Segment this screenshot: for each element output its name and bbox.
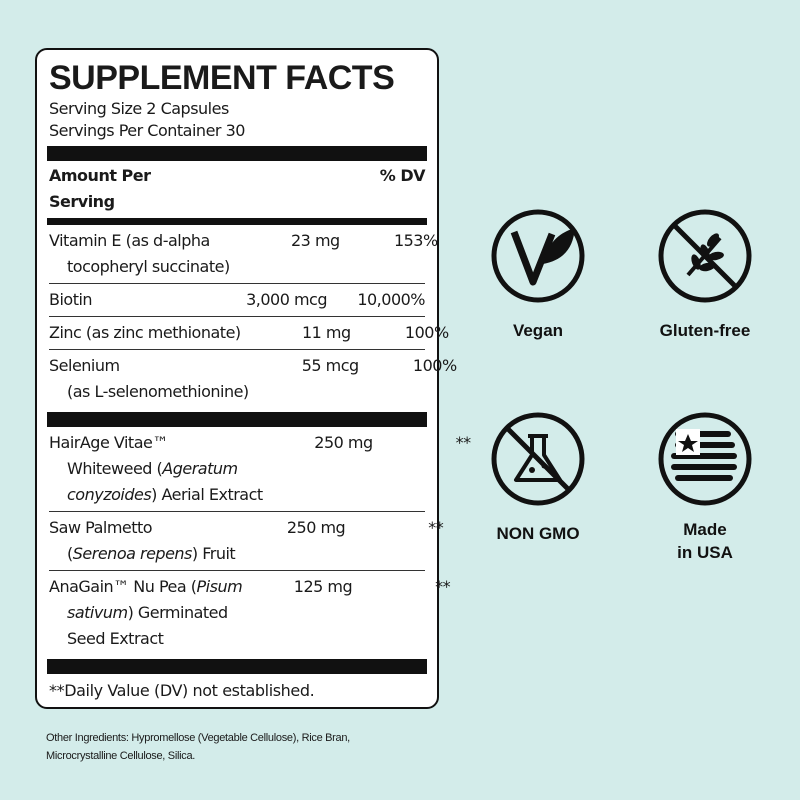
nutrient-row: HairAge Vitae™ Whiteweed (Ageratum conyzoi…	[49, 427, 471, 511]
amount: 11 mg	[301, 323, 351, 342]
non-gmo-icon	[491, 412, 585, 506]
daily-value: **	[428, 518, 444, 537]
daily-value: **	[455, 433, 472, 452]
title: SUPPLEMENT FACTS	[49, 59, 395, 97]
name-text: Saw Palmetto	[49, 518, 153, 537]
amount: 55 mcg	[301, 356, 359, 375]
name-line: Selenium	[49, 353, 249, 379]
serving-size: Serving Size 2 Capsules	[49, 99, 229, 118]
name-line: AnaGain™ Nu Pea (Pisum	[49, 574, 243, 600]
amount: 3,000 mcg	[246, 290, 327, 309]
name-text: Zinc (as zinc methionate)	[49, 323, 241, 342]
name-text: ) Fruit	[191, 544, 236, 563]
ingredients-line: Other Ingredients: Hypromellose (Vegetab…	[46, 732, 350, 744]
name-text: tocopheryl succinate)	[67, 257, 230, 276]
nutrient-row: Zinc (as zinc methionate) 11 mg 100%	[49, 316, 449, 349]
daily-value: 10,000%	[357, 290, 425, 309]
supplement-facts-panel: SUPPLEMENT FACTS Serving Size 2 Capsules…	[35, 48, 471, 709]
nutrient-groups: Vitamin E (as d-alpha tocopheryl succinat…	[47, 225, 471, 655]
vegan-icon	[491, 209, 585, 303]
name-line: HairAge Vitae™	[49, 430, 263, 456]
badge-label: Vegan	[513, 321, 563, 340]
name-text: ) Aerial Extract	[151, 485, 263, 504]
amount: 125 mg	[293, 577, 353, 596]
gluten-free-icon	[658, 209, 752, 303]
header-row: Amount Per Serving % DV	[49, 161, 426, 218]
nutrient-name: AnaGain™ Nu Pea (Pisum sativum) Germinate…	[49, 574, 243, 652]
nutrient-row: Selenium (as L-selenomethionine) 55 mcg 100…	[49, 349, 457, 408]
name-italic: conyzoides	[67, 485, 152, 504]
name-text: ) Germinated	[127, 603, 229, 622]
header-dv: % DV	[379, 166, 426, 185]
nutrient-name: HairAge Vitae™ Whiteweed (Ageratum conyzoi…	[49, 430, 263, 508]
divider	[47, 218, 427, 225]
name-line: Saw Palmetto	[49, 515, 235, 541]
name-line: conyzoides) Aerial Extract	[49, 482, 263, 508]
badge-label: in USA	[677, 543, 733, 562]
amount: 250 mg	[314, 433, 373, 452]
name-text: Vitamin E (as d-alpha	[49, 231, 210, 250]
header-amount: Amount Per Serving	[49, 166, 151, 211]
name-text: (as L-selenomethionine)	[67, 382, 249, 401]
footnote: **Daily Value (DV) not established.	[49, 681, 315, 700]
nutrient-name: Zinc (as zinc methionate)	[49, 320, 241, 346]
name-line: tocopheryl succinate)	[49, 254, 230, 280]
name-text: Selenium	[49, 356, 120, 375]
name-line: (Serenoa repens) Fruit	[49, 541, 236, 567]
name-italic: sativum	[67, 603, 128, 622]
amount: 250 mg	[286, 518, 346, 537]
usa-icon	[658, 412, 752, 506]
badge-label: NON GMO	[496, 524, 579, 543]
name-line: Whiteweed (Ageratum	[49, 456, 263, 482]
badge-label: Made	[683, 520, 726, 539]
nutrient-name: Vitamin E (as d-alpha tocopheryl succinat…	[49, 228, 230, 280]
divider	[47, 146, 427, 161]
name-line: (as L-selenomethionine)	[49, 379, 249, 405]
daily-value: **	[435, 577, 451, 596]
name-text: Biotin	[49, 290, 93, 309]
name-line: sativum) Germinated	[49, 600, 242, 626]
name-text: Seed Extract	[67, 629, 164, 648]
name-text: (	[67, 544, 73, 563]
nutrient-row: Biotin 3,000 mcg 10,000%	[49, 283, 426, 316]
name-line: Vitamin E (as d-alpha	[49, 228, 230, 254]
name-line: Biotin	[49, 287, 217, 313]
name-italic: Ageratum	[162, 459, 238, 478]
daily-value: 153%	[393, 231, 438, 250]
name-italic: Pisum	[196, 577, 243, 596]
servings-per-container: Servings Per Container 30	[49, 121, 245, 140]
nutrient-row: Saw Palmetto (Serenoa repens) Fruit 250 mg…	[49, 511, 444, 570]
name-text: AnaGain™ Nu Pea (	[49, 577, 197, 596]
nutrient-row: Vitamin E (as d-alpha tocopheryl succinat…	[49, 225, 438, 283]
daily-value: 100%	[412, 356, 457, 375]
name-line: Seed Extract	[49, 626, 242, 652]
divider	[47, 659, 427, 674]
other-ingredients: Other Ingredients: Hypromellose (Vegetab…	[46, 729, 350, 765]
nutrient-name: Selenium (as L-selenomethionine)	[49, 353, 249, 405]
name-line: Zinc (as zinc methionate)	[49, 320, 241, 346]
daily-value: 100%	[404, 323, 449, 342]
badge-label: Gluten-free	[660, 321, 751, 340]
name-italic: Serenoa repens	[72, 544, 193, 563]
divider	[47, 412, 427, 427]
amount: 23 mg	[291, 231, 340, 250]
name-text: HairAge Vitae™	[49, 433, 168, 452]
name-text: Whiteweed (	[67, 459, 163, 478]
nutrient-name: Biotin	[49, 287, 217, 313]
nutrient-name: Saw Palmetto (Serenoa repens) Fruit	[49, 515, 236, 567]
nutrient-row: AnaGain™ Nu Pea (Pisum sativum) Germinate…	[49, 570, 451, 655]
ingredients-line: Microcrystalline Cellulose, Silica.	[46, 750, 196, 762]
